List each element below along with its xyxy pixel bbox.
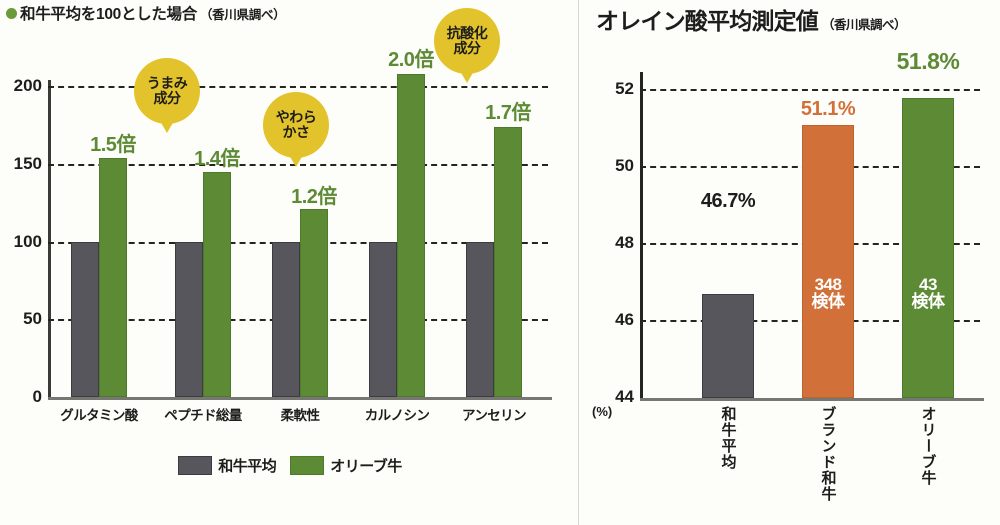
bullet-dot-icon xyxy=(6,7,17,19)
right-ytick-44: 44 xyxy=(615,387,634,406)
legend-label-wagyu-average: 和牛平均 xyxy=(218,458,277,475)
legend-label-olive-beef: オリーブ牛 xyxy=(330,458,402,475)
right-chart-title: オレイン酸平均測定値 （香川県調べ） xyxy=(596,2,907,36)
panel-divider xyxy=(578,0,579,525)
annotation-badge-antioxidant: 抗酸化 成分 xyxy=(434,8,500,83)
bar-olive-anserine xyxy=(494,126,522,397)
left-y-axis-line xyxy=(48,80,51,400)
left-ytick-150: 150 xyxy=(13,153,42,173)
bar-wagyu-peptide-total xyxy=(175,241,203,397)
right-axis-unit-label: (%) xyxy=(592,404,613,419)
annotation-badge-umami: うまみ 成分 xyxy=(134,58,200,133)
right-plot-area: 348 検体 43 検体 xyxy=(640,78,980,398)
badge-tenderness-line2: かさ xyxy=(282,124,311,140)
xcat-label-brand-wagyu: ブランド和牛 xyxy=(819,406,837,502)
value-label-carnosine: 2.0倍 xyxy=(388,49,434,71)
xcat-label-carnosine: カルノシン xyxy=(364,408,430,423)
right-title-main: オレイン酸平均測定値 xyxy=(596,8,819,34)
left-chart-title: 和牛平均を100とした場合 （香川県調べ） xyxy=(6,2,286,24)
value-label-glutamic-acid: 1.5倍 xyxy=(90,134,136,156)
right-y-tick-labels: 52 50 48 46 44 xyxy=(586,78,634,406)
xcat-label-anserine: アンセリン xyxy=(462,408,527,423)
legend-item-olive-beef: オリーブ牛 xyxy=(290,455,402,476)
badge-antioxidant-line2: 成分 xyxy=(453,40,482,56)
bar-wagyu-tenderness xyxy=(272,241,300,397)
xcat-label-tenderness: 柔軟性 xyxy=(280,408,320,423)
inbar-label-brand-wagyu: 348 検体 xyxy=(802,276,854,310)
xcat-label-olive-beef: オリーブ牛 xyxy=(919,406,937,486)
badge-tenderness-line1: やわら xyxy=(275,109,317,126)
legend-swatch-green-icon xyxy=(290,456,325,475)
value-label-brand-wagyu: 51.1% xyxy=(800,98,856,120)
bar-olive-tenderness xyxy=(300,209,328,397)
inbar-unit-olive-beef: 検体 xyxy=(911,292,946,311)
bar-wagyu-anserine xyxy=(466,241,494,397)
left-ytick-50: 50 xyxy=(23,309,42,329)
left-gridline-200 xyxy=(48,86,548,88)
bar-wagyu-glutamic-acid xyxy=(71,241,99,397)
legend-item-wagyu-average: 和牛平均 xyxy=(178,455,277,476)
value-label-anserine: 1.7倍 xyxy=(485,102,531,124)
right-title-sub: （香川県調べ） xyxy=(822,18,907,32)
bar-wagyu-carnosine xyxy=(369,241,397,397)
left-title-sub: （香川県調べ） xyxy=(199,7,286,22)
right-ytick-48: 48 xyxy=(615,233,634,252)
annotation-badge-tenderness: やわら かさ xyxy=(263,92,329,167)
value-label-wagyu-average: 46.7% xyxy=(700,190,756,212)
right-gridline-52 xyxy=(640,89,980,91)
left-ytick-100: 100 xyxy=(13,231,42,251)
xcat-label-wagyu-average: 和牛平均 xyxy=(719,406,737,470)
inbar-label-olive-beef: 43 検体 xyxy=(902,276,954,310)
bar-olive-carnosine xyxy=(397,74,425,397)
inbar-unit-brand-wagyu: 検体 xyxy=(811,292,846,311)
right-chart-panel: オレイン酸平均測定値 （香川県調べ） 52 50 48 46 44 (%) 34… xyxy=(580,0,1000,525)
bar-olive-glutamic-acid xyxy=(99,157,127,397)
left-ytick-200: 200 xyxy=(13,76,42,95)
left-x-axis-line xyxy=(48,397,552,400)
bar-olive-peptide-total xyxy=(203,171,231,397)
badge-antioxidant-line1: 抗酸化 xyxy=(446,25,488,42)
right-ytick-52: 52 xyxy=(615,79,634,98)
legend-swatch-gray-icon xyxy=(178,456,213,475)
inbar-count-brand-wagyu: 348 xyxy=(814,275,842,294)
right-ytick-50: 50 xyxy=(615,156,634,175)
bar-olive-beef xyxy=(902,98,954,398)
bar-wagyu-average xyxy=(702,294,754,398)
bar-brand-wagyu xyxy=(802,125,854,398)
right-ytick-46: 46 xyxy=(615,310,634,329)
left-chart-panel: 和牛平均を100とした場合 （香川県調べ） 200 150 100 50 0 う… xyxy=(0,2,580,476)
xcat-label-glutamic-acid: グルタミン酸 xyxy=(60,408,138,423)
left-ytick-0: 0 xyxy=(32,387,42,406)
badge-umami-line2: 成分 xyxy=(153,90,182,106)
badge-umami-line1: うまみ xyxy=(146,75,188,92)
left-y-tick-labels: 200 150 100 50 0 xyxy=(0,76,42,406)
left-title-main: 和牛平均を100とした場合 xyxy=(20,6,197,23)
value-label-tenderness: 1.2倍 xyxy=(291,186,337,208)
value-label-olive-beef: 51.8% xyxy=(896,48,960,74)
value-label-peptide-total: 1.4倍 xyxy=(194,148,240,170)
right-y-axis-line xyxy=(640,72,643,401)
right-x-axis-line xyxy=(640,398,984,401)
left-chart-legend: 和牛平均 オリーブ牛 xyxy=(0,455,580,476)
inbar-count-olive-beef: 43 xyxy=(919,275,937,294)
xcat-label-peptide-total: ペプチド総量 xyxy=(164,408,242,423)
